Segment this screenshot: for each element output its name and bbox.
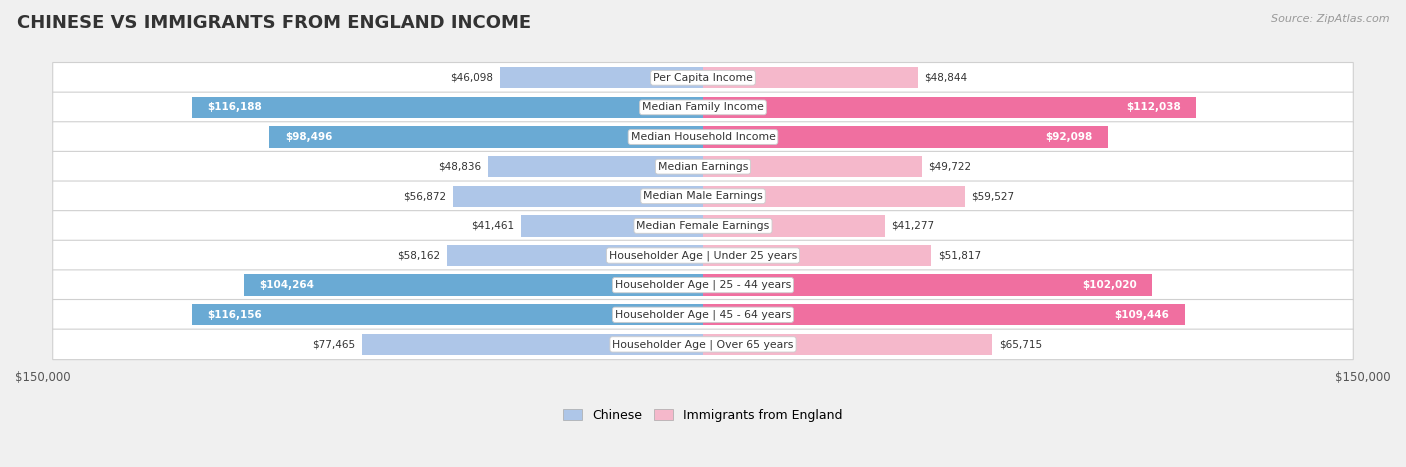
Text: Median Male Earnings: Median Male Earnings [643,191,763,201]
Text: $48,836: $48,836 [439,162,481,172]
Text: $112,038: $112,038 [1126,102,1181,113]
Text: Householder Age | 25 - 44 years: Householder Age | 25 - 44 years [614,280,792,290]
Text: CHINESE VS IMMIGRANTS FROM ENGLAND INCOME: CHINESE VS IMMIGRANTS FROM ENGLAND INCOM… [17,14,531,32]
Bar [191,304,703,325]
Text: Householder Age | Over 65 years: Householder Age | Over 65 years [612,339,794,350]
Text: Householder Age | Under 25 years: Householder Age | Under 25 years [609,250,797,261]
Text: Median Household Income: Median Household Income [630,132,776,142]
FancyBboxPatch shape [52,211,1354,241]
FancyBboxPatch shape [52,151,1354,182]
Text: Median Female Earnings: Median Female Earnings [637,221,769,231]
Bar [520,215,703,237]
FancyBboxPatch shape [52,299,1354,330]
Text: $58,162: $58,162 [398,250,440,261]
Bar [488,156,703,177]
FancyBboxPatch shape [52,181,1354,212]
Legend: Chinese, Immigrants from England: Chinese, Immigrants from England [558,403,848,427]
Text: $98,496: $98,496 [285,132,332,142]
Bar [703,97,1197,118]
Text: $102,020: $102,020 [1081,280,1136,290]
Text: $59,527: $59,527 [972,191,1015,201]
Bar [453,185,703,207]
Bar [703,185,965,207]
Text: $109,446: $109,446 [1115,310,1170,320]
Text: $41,461: $41,461 [471,221,515,231]
Bar [703,245,931,266]
Bar [703,127,1108,148]
Text: $56,872: $56,872 [404,191,446,201]
FancyBboxPatch shape [52,122,1354,152]
Bar [245,275,703,296]
Text: $41,277: $41,277 [891,221,935,231]
Text: $77,465: $77,465 [312,340,356,349]
Bar [270,127,703,148]
FancyBboxPatch shape [52,270,1354,300]
Bar [363,334,703,355]
Text: Median Earnings: Median Earnings [658,162,748,172]
Text: $65,715: $65,715 [998,340,1042,349]
Text: Source: ZipAtlas.com: Source: ZipAtlas.com [1271,14,1389,24]
Bar [703,215,884,237]
Text: $46,098: $46,098 [450,73,494,83]
Bar [501,67,703,88]
Text: Householder Age | 45 - 64 years: Householder Age | 45 - 64 years [614,310,792,320]
FancyBboxPatch shape [52,92,1354,123]
Bar [703,67,918,88]
Bar [703,334,993,355]
Text: $116,156: $116,156 [207,310,262,320]
Text: $116,188: $116,188 [207,102,262,113]
Bar [703,304,1185,325]
Text: $49,722: $49,722 [928,162,972,172]
FancyBboxPatch shape [52,329,1354,360]
FancyBboxPatch shape [52,63,1354,93]
Text: Per Capita Income: Per Capita Income [652,73,754,83]
Text: Median Family Income: Median Family Income [643,102,763,113]
Bar [703,275,1152,296]
Text: $92,098: $92,098 [1046,132,1092,142]
Bar [447,245,703,266]
FancyBboxPatch shape [52,240,1354,271]
Text: $104,264: $104,264 [260,280,315,290]
Text: $48,844: $48,844 [925,73,967,83]
Text: $51,817: $51,817 [938,250,981,261]
Bar [703,156,922,177]
Bar [191,97,703,118]
